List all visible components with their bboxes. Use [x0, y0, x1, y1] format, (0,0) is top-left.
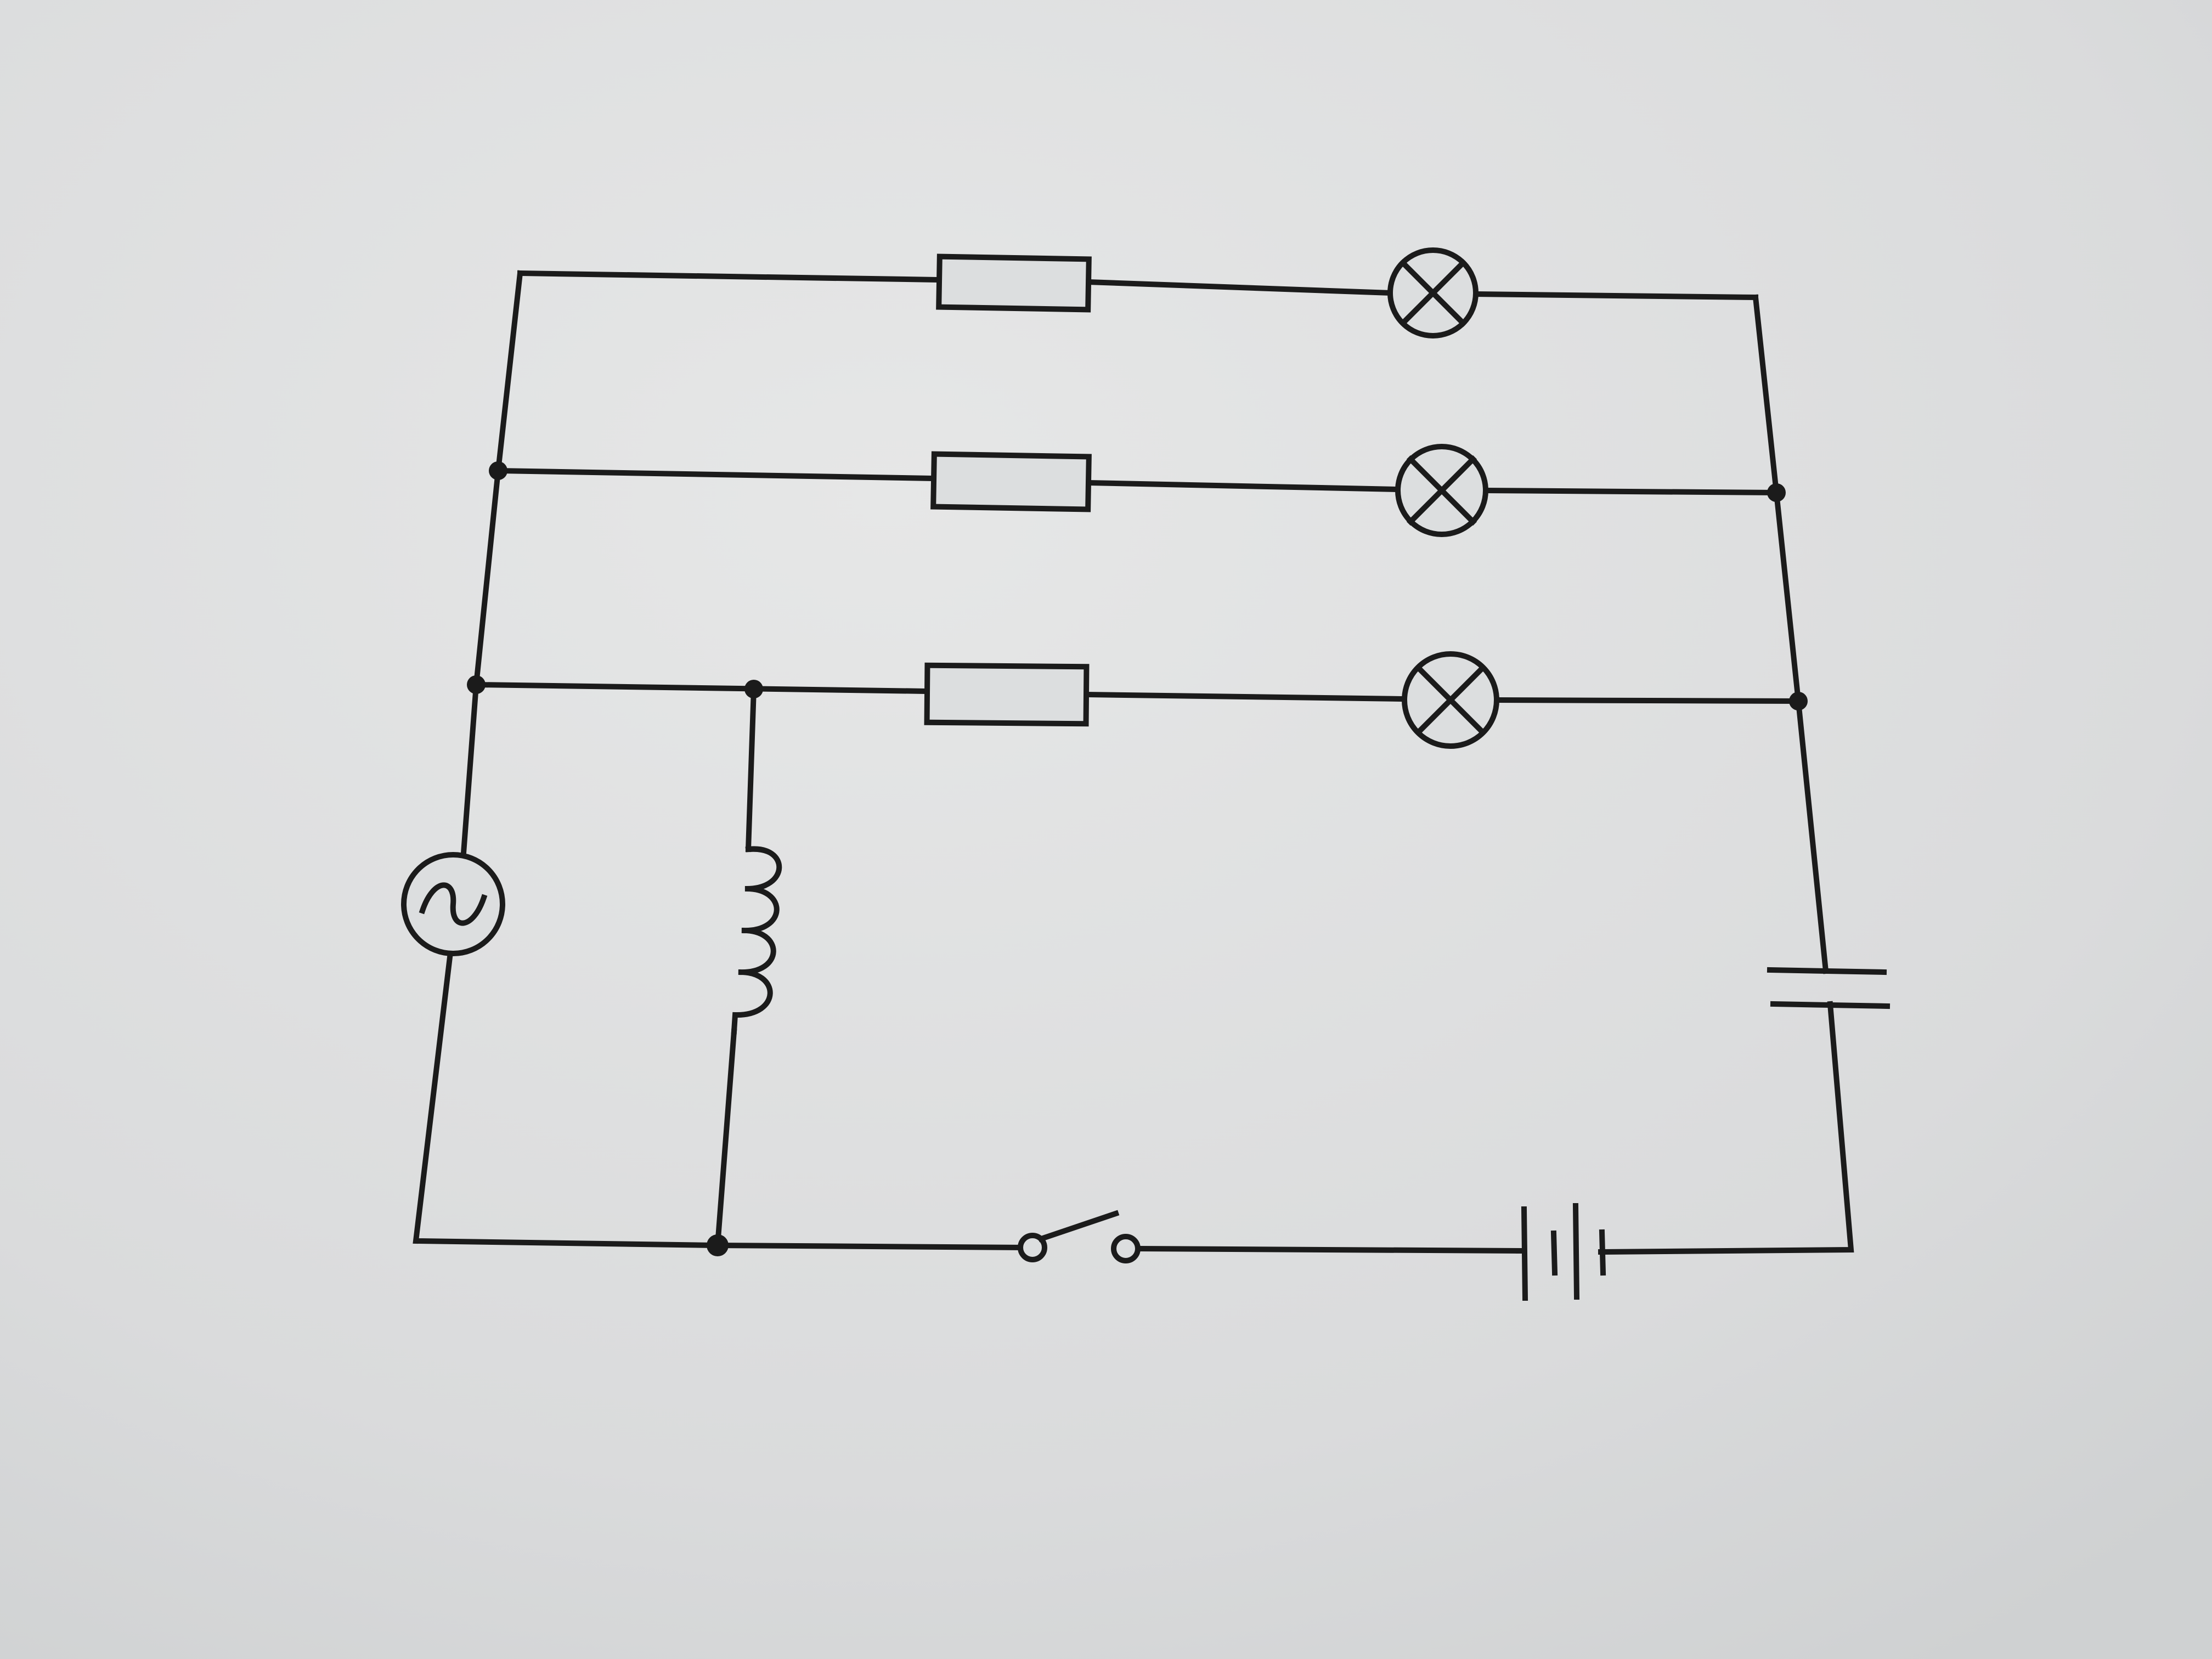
inductor-icon	[731, 846, 782, 1035]
top-branch-wire-b	[1085, 279, 1393, 296]
open-switch-icon	[1018, 1210, 1141, 1263]
lamp-icon	[1402, 651, 1499, 749]
lower-branch-wire-b	[1083, 691, 1407, 702]
lamp-icon	[1395, 444, 1488, 537]
junction-dot	[1767, 483, 1786, 502]
middle-branch-wire-b	[1085, 479, 1400, 493]
bottom-wire-a	[714, 1242, 1026, 1251]
right-lower-wire	[1598, 1001, 1854, 1255]
inductor-top-wire	[745, 686, 757, 853]
junction-dot	[707, 1234, 729, 1256]
capacitor-icon	[1767, 967, 1891, 1009]
junction-dot	[744, 680, 763, 698]
lower-branch-wire-a	[473, 681, 930, 695]
left-lower-wire	[413, 945, 721, 1249]
top-branch-wire-a	[517, 270, 943, 283]
resistor-icon	[936, 253, 1092, 313]
battery-icon	[1516, 1203, 1606, 1301]
top-branch-wire-c	[1474, 291, 1759, 301]
lamps	[1387, 247, 1499, 749]
junctions	[467, 461, 1808, 1256]
middle-branch-wire-c	[1483, 487, 1780, 496]
inductor-bottom-wire	[714, 1028, 737, 1249]
right-rail-wire	[1752, 294, 1829, 974]
lamp-icon	[1387, 247, 1479, 338]
resistor-icon	[930, 451, 1092, 512]
resistor-icon	[924, 662, 1090, 727]
bottom-wire-b	[1136, 1245, 1522, 1254]
ac-source-icon	[401, 852, 505, 956]
resistors	[924, 253, 1092, 727]
left-rail-wire	[460, 270, 523, 864]
wires	[413, 270, 1854, 1255]
lower-branch-wire-c	[1494, 697, 1802, 704]
middle-branch-wire-a	[495, 467, 937, 482]
junction-dot	[1789, 692, 1808, 710]
junction-dot	[467, 675, 486, 694]
junction-dot	[489, 461, 507, 480]
